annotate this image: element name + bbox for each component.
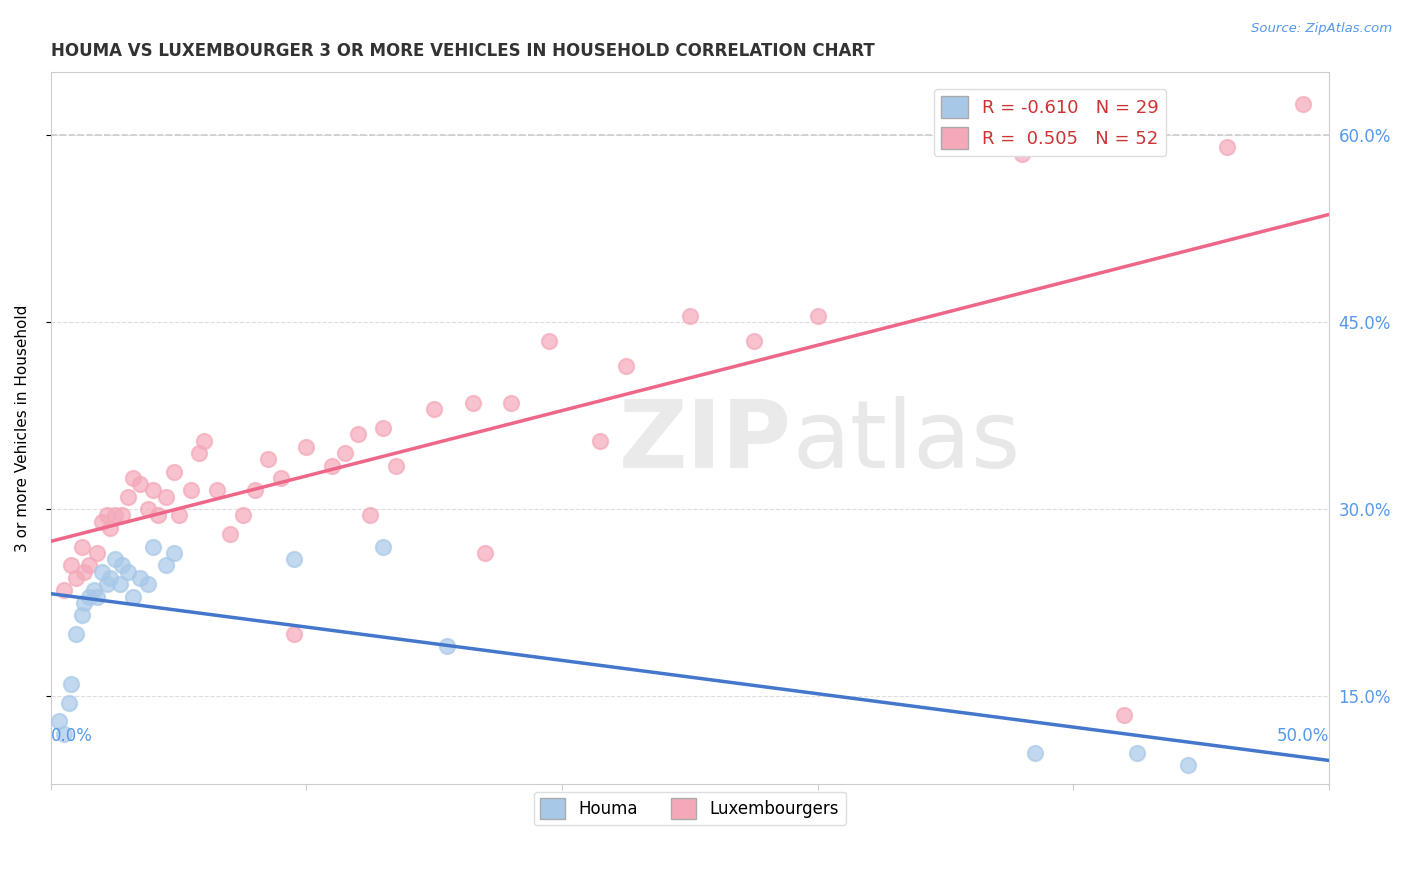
Point [1126, 746, 1149, 760]
Point [1177, 758, 1199, 772]
Point [385, 458, 408, 473]
Point [436, 640, 458, 654]
Point [423, 402, 446, 417]
Point [129, 477, 152, 491]
Point [245, 483, 267, 498]
Point [83, 583, 105, 598]
Point [148, 508, 170, 523]
Text: ZIP: ZIP [619, 396, 792, 488]
Point [96, 577, 118, 591]
Point [142, 483, 165, 498]
Point [117, 565, 139, 579]
Point [346, 427, 368, 442]
Legend: Houma, Luxembourgers: Houma, Luxembourgers [534, 791, 846, 825]
Point [73, 596, 96, 610]
Point [98, 521, 121, 535]
Point [371, 540, 394, 554]
Point [155, 490, 177, 504]
Point [1215, 140, 1237, 154]
Text: Source: ZipAtlas.com: Source: ZipAtlas.com [1251, 22, 1392, 36]
Point [321, 458, 343, 473]
Point [104, 508, 127, 523]
Point [283, 627, 305, 641]
Point [73, 565, 96, 579]
Point [270, 471, 292, 485]
Point [218, 527, 240, 541]
Point [52, 727, 75, 741]
Point [359, 508, 381, 523]
Point [333, 446, 356, 460]
Text: 0.0%: 0.0% [51, 727, 93, 745]
Point [60, 558, 83, 573]
Point [60, 677, 83, 691]
Point [1292, 96, 1315, 111]
Point [1114, 708, 1136, 723]
Point [77, 590, 100, 604]
Point [86, 546, 108, 560]
Point [188, 446, 211, 460]
Point [108, 577, 131, 591]
Point [129, 571, 152, 585]
Point [91, 515, 114, 529]
Text: atlas: atlas [792, 396, 1021, 488]
Point [371, 421, 394, 435]
Point [96, 508, 118, 523]
Point [167, 508, 190, 523]
Point [52, 583, 75, 598]
Point [86, 590, 108, 604]
Point [117, 490, 139, 504]
Point [155, 558, 177, 573]
Point [77, 558, 100, 573]
Point [162, 546, 184, 560]
Point [474, 546, 496, 560]
Point [231, 508, 253, 523]
Point [136, 502, 159, 516]
Point [807, 309, 830, 323]
Point [193, 434, 215, 448]
Point [111, 558, 134, 573]
Point [538, 334, 561, 348]
Point [121, 471, 143, 485]
Point [742, 334, 765, 348]
Point [1024, 746, 1046, 760]
Text: 50.0%: 50.0% [1277, 727, 1329, 745]
Point [205, 483, 228, 498]
Point [65, 571, 87, 585]
Y-axis label: 3 or more Vehicles in Household: 3 or more Vehicles in Household [15, 304, 30, 552]
Point [162, 465, 184, 479]
Point [461, 396, 484, 410]
Point [679, 309, 702, 323]
Point [283, 552, 305, 566]
Point [70, 608, 93, 623]
Point [104, 552, 127, 566]
Point [91, 565, 114, 579]
Point [257, 452, 280, 467]
Point [70, 540, 93, 554]
Point [142, 540, 165, 554]
Point [499, 396, 522, 410]
Point [136, 577, 159, 591]
Point [58, 696, 80, 710]
Point [295, 440, 318, 454]
Point [48, 714, 70, 729]
Text: HOUMA VS LUXEMBOURGER 3 OR MORE VEHICLES IN HOUSEHOLD CORRELATION CHART: HOUMA VS LUXEMBOURGER 3 OR MORE VEHICLES… [51, 42, 875, 60]
Point [614, 359, 637, 373]
Point [1011, 146, 1033, 161]
Point [180, 483, 202, 498]
Point [65, 627, 87, 641]
Point [111, 508, 134, 523]
Point [98, 571, 121, 585]
Point [121, 590, 143, 604]
Point [589, 434, 612, 448]
